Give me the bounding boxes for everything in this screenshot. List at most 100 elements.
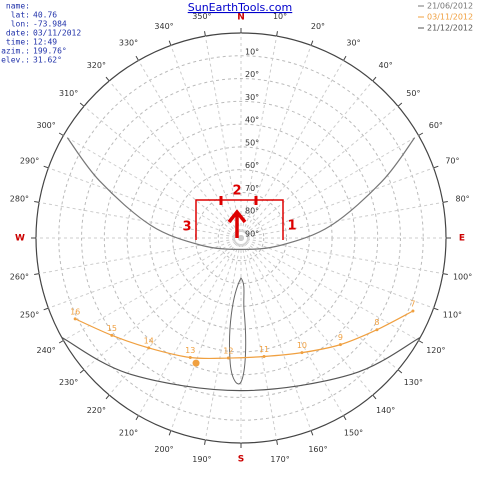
azimuth-label: 170° [270, 455, 289, 464]
azimuth-grid-line [240, 60, 344, 239]
azimuth-label: 240° [37, 346, 56, 355]
azimuth-label: 60° [429, 121, 443, 130]
azimuth-grid-line [48, 167, 242, 239]
azimuth-grid-line [240, 237, 344, 416]
azimuth-label: 200° [154, 445, 173, 454]
site-title[interactable]: SunEarthTools.com [188, 1, 293, 14]
azimuth-label: 80° [455, 194, 469, 203]
azimuth-grid-line [240, 135, 419, 239]
hour-label: 7 [410, 299, 415, 308]
hour-point [262, 355, 266, 359]
azimuth-grid-line [240, 237, 278, 440]
azimuth-tick [418, 132, 424, 136]
azimuth-grid-line [240, 105, 399, 239]
azimuth-tick [43, 165, 49, 169]
azimuth-label: 160° [308, 445, 327, 454]
azimuth-tick [433, 307, 439, 311]
sun-path [61, 336, 421, 392]
azimuth-tick [168, 430, 172, 436]
elevation-label: 50° [245, 138, 259, 147]
elevation-ring [194, 191, 288, 285]
azimuth-grid-line [39, 201, 242, 239]
sun-path [74, 310, 414, 360]
azimuth-label: 50° [406, 89, 420, 98]
azimuth-tick [442, 201, 448, 203]
bracket [195, 199, 284, 240]
azimuth-tick [276, 439, 278, 445]
annotation [195, 196, 284, 240]
hour-label: 16 [70, 307, 80, 316]
info-label: lon: [11, 20, 30, 29]
hour-label: 13 [185, 346, 195, 355]
azimuth-tick [105, 76, 110, 82]
legend-label: 03/11/2012 [427, 13, 473, 22]
azimuth-grid-line [240, 201, 443, 239]
azimuth-label: W [15, 234, 25, 244]
azimuth-grid-line [240, 167, 434, 239]
azimuth-label: 220° [87, 406, 106, 415]
azimuth-label: 190° [192, 455, 211, 464]
azimuth-grid-line [138, 60, 242, 239]
azimuth-grid-line [240, 237, 312, 431]
azimuth-grid-line [39, 237, 242, 275]
elevation-label: 80° [245, 207, 259, 216]
info-value: 31.62° [33, 56, 62, 65]
elevation-ring [126, 123, 356, 353]
azimuth-label: 280° [10, 194, 29, 203]
azimuth-tick [372, 76, 377, 82]
annotation-label: 1 [287, 219, 296, 234]
azimuth-grid-line [138, 237, 242, 416]
azimuth-label: S [238, 455, 244, 465]
azimuth-tick [79, 369, 85, 374]
info-label: time: [6, 38, 30, 47]
azimuth-label: 20° [311, 22, 325, 31]
azimuth-grid-line [240, 237, 443, 275]
azimuth-label: 110° [443, 310, 462, 319]
hour-label: 14 [144, 336, 154, 345]
azimuth-grid-line [83, 105, 242, 239]
azimuth-grid-line [240, 80, 374, 239]
azimuth-label: 120° [426, 346, 445, 355]
azimuth-grid-line [63, 237, 242, 341]
azimuth-grid-line [204, 36, 242, 239]
info-label: date: [6, 29, 30, 38]
info-value: 199.76° [33, 47, 67, 56]
info-value: -73.984 [33, 20, 67, 29]
hour-point [147, 346, 151, 350]
hour-point [73, 317, 77, 321]
azimuth-grid-line [240, 45, 312, 239]
azimuth-tick [276, 31, 278, 37]
azimuth-label: 230° [59, 378, 78, 387]
azimuth-grid-line [108, 237, 242, 396]
elevation-ring [217, 214, 265, 262]
elevation-label: 20° [245, 70, 259, 79]
azimuth-tick [310, 40, 314, 46]
azimuth-tick [34, 273, 40, 275]
annotation-label: 3 [182, 220, 191, 235]
azimuth-grid-line [240, 237, 399, 371]
azimuth-label: 210° [119, 428, 138, 437]
azimuth-label: 70° [445, 157, 459, 166]
azimuth-grid-line [204, 237, 242, 440]
azimuth-grid-line [240, 237, 434, 309]
azimuth-label: 260° [10, 273, 29, 282]
hour-point [300, 351, 304, 355]
info-label: elev.: [1, 56, 30, 65]
azimuth-grid-line [170, 237, 242, 431]
azimuth-grid-line [108, 80, 242, 239]
hour-label: 15 [107, 324, 117, 333]
hour-label: 10 [297, 341, 307, 350]
elevation-ring [81, 78, 401, 398]
info-value: 03/11/2012 [33, 29, 81, 38]
azimuth-label: 10° [273, 12, 287, 21]
elevation-label: 40° [245, 116, 259, 125]
azimuth-label: N [237, 13, 245, 23]
hour-point [188, 356, 192, 360]
arrow [227, 209, 247, 238]
azimuth-label: 140° [376, 406, 395, 415]
azimuth-label: 100° [453, 273, 472, 282]
azimuth-label: 30° [346, 39, 360, 48]
elevation-label: 30° [245, 93, 259, 102]
azimuth-tick [204, 31, 206, 37]
